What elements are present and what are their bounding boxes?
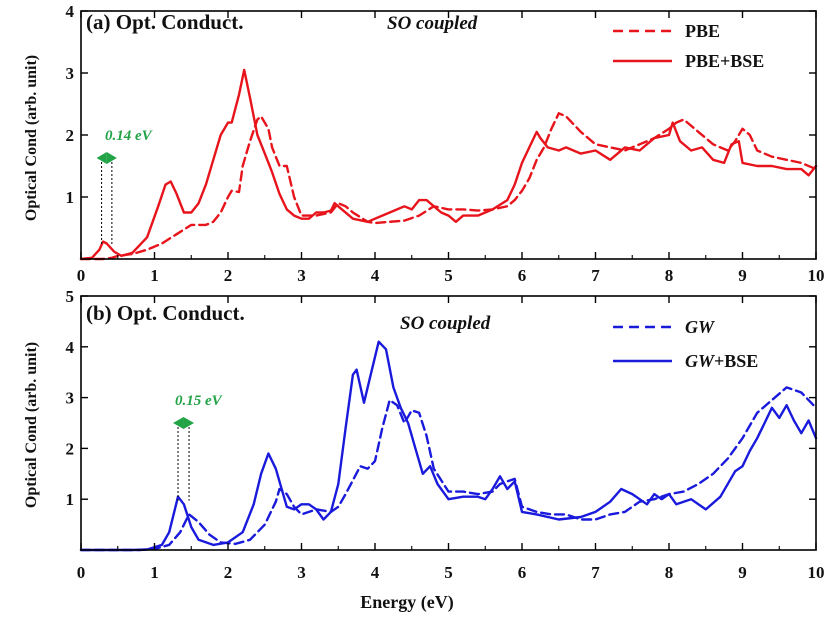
legend-b-bse-suffix: +BSE: [714, 351, 758, 371]
panel-b-xtick-label: 4: [371, 563, 380, 582]
panel-b-xtick-label: 9: [738, 563, 747, 582]
legend-a-bse-label: PBE+BSE: [685, 51, 764, 71]
panel-b-ytick-label: 5: [66, 287, 75, 306]
panel-a-gap-arrow-right: [106, 152, 117, 164]
panel-a-ytick-label: 1: [66, 188, 75, 207]
panel-a-gap-label: 0.14 eV: [105, 128, 154, 144]
legend-b-bse-italic: GW: [685, 351, 716, 371]
panel-a-title: (a) Opt. Conduct.: [86, 10, 244, 34]
panel-b-gap-arrow-right: [183, 417, 195, 429]
panel-a-xtick-label: 6: [518, 266, 527, 285]
panel-a-xtick-label: 3: [297, 266, 306, 285]
panel-b-xtick-label: 5: [444, 563, 453, 582]
panel-b-xtick-label: 3: [297, 563, 306, 582]
panel-b-xtick-label: 6: [518, 563, 527, 582]
panel-b-ytick-label: 4: [66, 338, 75, 357]
panel-a-series-pbe: [79, 112, 818, 261]
panel-a-plot-area: [79, 68, 818, 261]
panel-b-xtick-label: 8: [665, 563, 674, 582]
panel-a-so-label: SO coupled: [387, 13, 478, 34]
panel-b-xtick-label: 1: [150, 563, 159, 582]
panel-b-series-gw-bse: [79, 340, 818, 552]
panel-b-xtick-label: 0: [77, 563, 86, 582]
panel-a-xtick-label: 8: [665, 266, 674, 285]
legend-b-bse-label: GW+BSE: [685, 351, 758, 371]
panel-a-xtick-label: 5: [444, 266, 453, 285]
panel-b-gap-label: 0.15 eV: [175, 393, 224, 409]
panel-b-so-label: SO coupled: [400, 313, 491, 334]
panel-b-xtick-label: 10: [808, 563, 825, 582]
legend-b-gw-label: GW: [685, 317, 716, 337]
legend-a-pbe-label: PBE: [685, 21, 720, 41]
panel-b-xtick-label: 7: [591, 563, 600, 582]
panel-a: 0 1 2 3 4 5 6 7 8 9 10 1 2 3 4 (a) Opt. Conduct. SO co…: [23, 2, 825, 285]
panel-a-xtick-label: 10: [808, 266, 825, 285]
panel-a-xtick-label: 0: [77, 266, 86, 285]
panel-a-xtick-label: 9: [738, 266, 747, 285]
panel-b-plot-area: [79, 340, 818, 552]
panel-b-gap-arrow-left: [173, 417, 184, 429]
panel-b-xtick-label: 2: [224, 563, 233, 582]
panel-b-ytick-label: 3: [66, 389, 75, 408]
panel-a-gap-annotation: 0.14 eV: [96, 128, 154, 246]
panel-a-ticks: 0 1 2 3 4 5 6 7 8 9 10 1 2 3 4: [66, 2, 825, 285]
panel-a-frame: [80, 10, 817, 260]
panel-b-title: (b) Opt. Conduct.: [86, 301, 245, 325]
x-axis-label: Energy (eV): [360, 592, 453, 613]
panel-a-ytick-label: 4: [66, 2, 75, 21]
panel-b-ticks: 0 1 2 3 4 5 6 7 8 9 10 1 2 3 4 5: [66, 287, 825, 582]
panel-a-y-label: Optical Cond (arb. unit): [23, 55, 40, 221]
panel-b-gap-annotation: 0.15 eV: [173, 393, 224, 501]
panel-a-xtick-label: 1: [150, 266, 159, 285]
panel-a-gap-arrow-left: [96, 152, 107, 164]
panel-b: 0 1 2 3 4 5 6 7 8 9 10 1 2 3 4 5 (b) Opt. Conduct. SO c…: [23, 287, 825, 613]
panel-a-ytick-label: 3: [66, 64, 75, 83]
panel-a-series-pbe-bse: [79, 68, 818, 261]
panel-b-ytick-label: 1: [66, 490, 75, 509]
panel-b-y-label: Optical Cond (arb. unit): [23, 342, 40, 508]
panel-a-xtick-label: 4: [371, 266, 380, 285]
panel-a-xtick-label: 7: [591, 266, 600, 285]
panel-a-xtick-label: 2: [224, 266, 233, 285]
panel-a-ytick-label: 2: [66, 126, 75, 145]
panel-b-ytick-label: 2: [66, 439, 75, 458]
